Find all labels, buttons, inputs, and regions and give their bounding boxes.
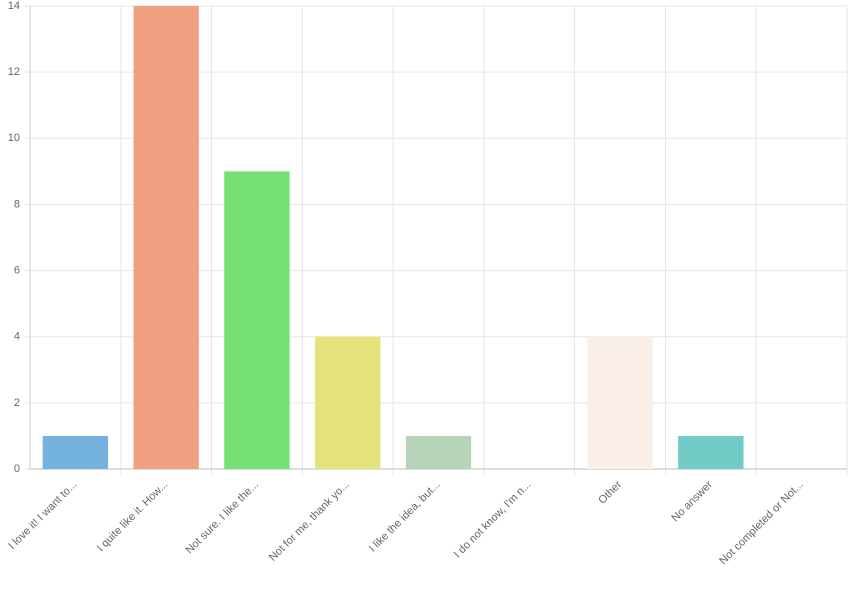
- y-tick-label: 10: [8, 132, 20, 144]
- y-tick-label: 12: [8, 66, 20, 78]
- bar: [224, 171, 290, 469]
- x-tick-label: I love it! I want to...: [6, 479, 79, 552]
- y-tick-label: 2: [14, 397, 20, 409]
- x-tick-label: Not sure. I like the...: [183, 479, 261, 557]
- y-tick-label: 14: [8, 0, 20, 12]
- x-tick-label: Other: [596, 478, 624, 506]
- x-tick-label: No answer: [669, 478, 715, 524]
- y-tick-label: 8: [14, 198, 20, 210]
- y-tick-label: 4: [14, 331, 20, 343]
- bar: [678, 435, 744, 469]
- bar: [133, 6, 199, 469]
- y-tick-label: 6: [14, 264, 20, 276]
- x-tick-label: I do not know, I'm n...: [452, 479, 534, 561]
- bar: [42, 435, 109, 469]
- x-tick-label: Not for me, thank yo...: [267, 479, 352, 564]
- y-tick-label: 0: [14, 463, 20, 475]
- x-tick-label: Not completed or Not...: [717, 479, 805, 567]
- x-tick-label: I quite like it. How...: [95, 479, 170, 554]
- bar: [315, 336, 381, 469]
- bar: [405, 435, 472, 469]
- x-tick-label: I like the idea, but...: [367, 479, 443, 555]
- bar: [587, 336, 653, 469]
